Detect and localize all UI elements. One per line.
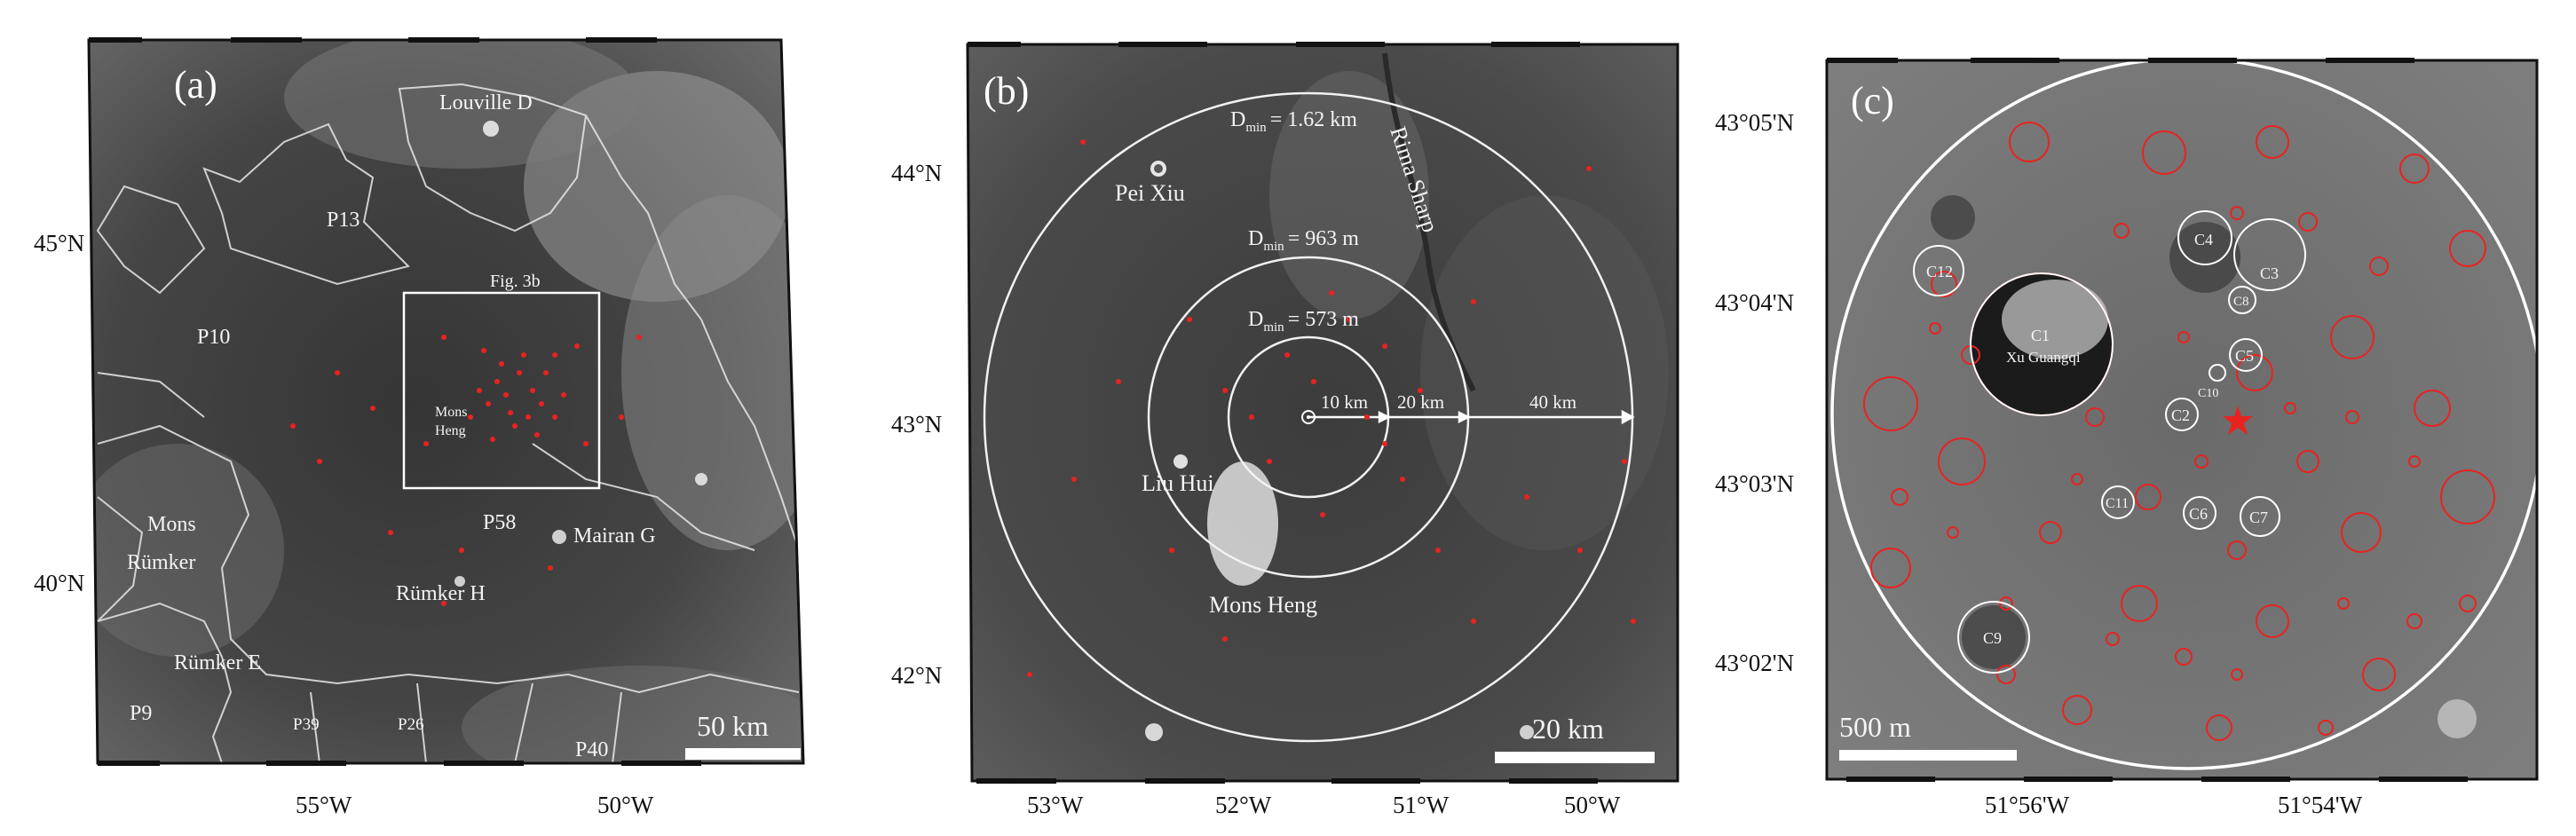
lat-tick-4302: 43°02'N (1715, 650, 1794, 676)
crater-c7: C7 (2249, 509, 2268, 526)
label-liu-hui: Liu Hui (1142, 470, 1214, 496)
label-pei-xiu: Pei Xiu (1115, 180, 1185, 206)
ring-label-40km: 40 km (1529, 391, 1576, 413)
label-mons-heng-1: Mons (435, 405, 467, 420)
label-mons-heng-2: Heng (435, 423, 466, 438)
scale-bar-label-b: 20 km (1532, 713, 1604, 745)
label-p58: P58 (483, 511, 516, 534)
crater-outlines (1863, 122, 2495, 741)
scale-bar-label-a: 50 km (697, 710, 769, 742)
panel-c-label: (c) (1851, 79, 1894, 122)
lon-tick-51w: 51°W (1393, 792, 1450, 818)
dmin-label-963: Dmin = 963 m (1248, 227, 1359, 254)
lat-tick-43n: 43°N (891, 411, 942, 438)
fig3b-box (402, 291, 601, 490)
lat-tick-45n: 45°N (34, 230, 84, 256)
scale-bar-c (1839, 750, 2017, 761)
label-p26: P26 (398, 715, 424, 734)
label-rumker-e: Rümker E (174, 651, 261, 674)
lon-tick-55w: 55°W (296, 792, 352, 818)
panel-a: (a) 45°N 40°N 55°W 50°W Louville D P13 P… (34, 37, 805, 818)
label-p10: P10 (197, 326, 230, 349)
scale-bar-b (1495, 752, 1655, 763)
panel-c: (c) 43°05'N 43°04'N 43°03'N 43°02'N 51°5… (1715, 58, 2539, 818)
lat-tick-4304: 43°04'N (1715, 289, 1794, 316)
ring-label-20km: 20 km (1397, 391, 1444, 413)
label-louville-d: Louville D (439, 91, 533, 114)
lat-tick-40n: 40°N (34, 570, 84, 596)
lon-tick-53w: 53°W (1027, 792, 1084, 818)
svg-text:Dmin= 1.62 km: Dmin = 1.62 km (1230, 108, 1357, 135)
crater-markers (290, 335, 642, 606)
crater-c12: C12 (1926, 263, 1953, 280)
label-p9: P9 (130, 702, 152, 725)
label-mons: Mons (147, 513, 196, 536)
lat-tick-42n: 42°N (891, 662, 942, 689)
lon-tick-50w: 50°W (597, 792, 654, 818)
crater-c2: C2 (2171, 406, 2190, 424)
label-rumker-h: Rümker H (396, 582, 486, 605)
panel-b: (b) 44°N 43°N 42°N 53°W 52°W 51°W 50°W P… (891, 42, 1679, 818)
lat-tick-4305: 43°05'N (1715, 109, 1794, 136)
label-rumker: Rümker (127, 551, 195, 574)
crater-c8: C8 (2233, 295, 2249, 309)
crater-c10: C10 (2198, 387, 2218, 400)
svg-text:Dmin= 573 m: Dmin = 573 m (1248, 308, 1359, 335)
panel-a-label: (a) (174, 63, 217, 106)
label-mons-heng: Mons Heng (1209, 592, 1317, 618)
scale-bar-label-c: 500 m (1839, 711, 1911, 743)
landing-star (2223, 406, 2253, 435)
label-mairan-g: Mairan G (573, 524, 656, 548)
crater-c1: C1 (2031, 327, 2050, 344)
lat-tick-44n: 44°N (891, 160, 942, 186)
panel-b-label: (b) (984, 69, 1029, 113)
lon-tick-5154: 51°54'W (2278, 792, 2363, 818)
crater-c9: C9 (1983, 629, 2002, 647)
crater-c5: C5 (2235, 347, 2254, 365)
lat-tick-4303: 43°03'N (1715, 470, 1794, 497)
crater-c3: C3 (2260, 264, 2279, 282)
dmin-label-1p62: Dmin = 1.62 km (1230, 108, 1357, 135)
label-p40: P40 (575, 738, 608, 761)
scale-bar-a (685, 748, 801, 760)
ring-label-10km: 10 km (1321, 391, 1368, 413)
label-p39: P39 (293, 715, 320, 734)
svg-text:Dmin= 963 m: Dmin = 963 m (1248, 227, 1359, 254)
lon-tick-50w: 50°W (1564, 792, 1621, 818)
dmin-label-573: Dmin = 573 m (1248, 308, 1359, 335)
lon-tick-5156: 51°56'W (1985, 792, 2070, 818)
label-fig3b: Fig. 3b (490, 272, 541, 291)
label-p13: P13 (327, 209, 360, 232)
crater-c1-name: Xu Guangqi (2006, 349, 2081, 366)
lon-tick-52w: 52°W (1215, 792, 1272, 818)
crater-c6: C6 (2189, 505, 2208, 523)
crater-c11: C11 (2106, 496, 2129, 511)
crater-c4: C4 (2194, 231, 2213, 248)
